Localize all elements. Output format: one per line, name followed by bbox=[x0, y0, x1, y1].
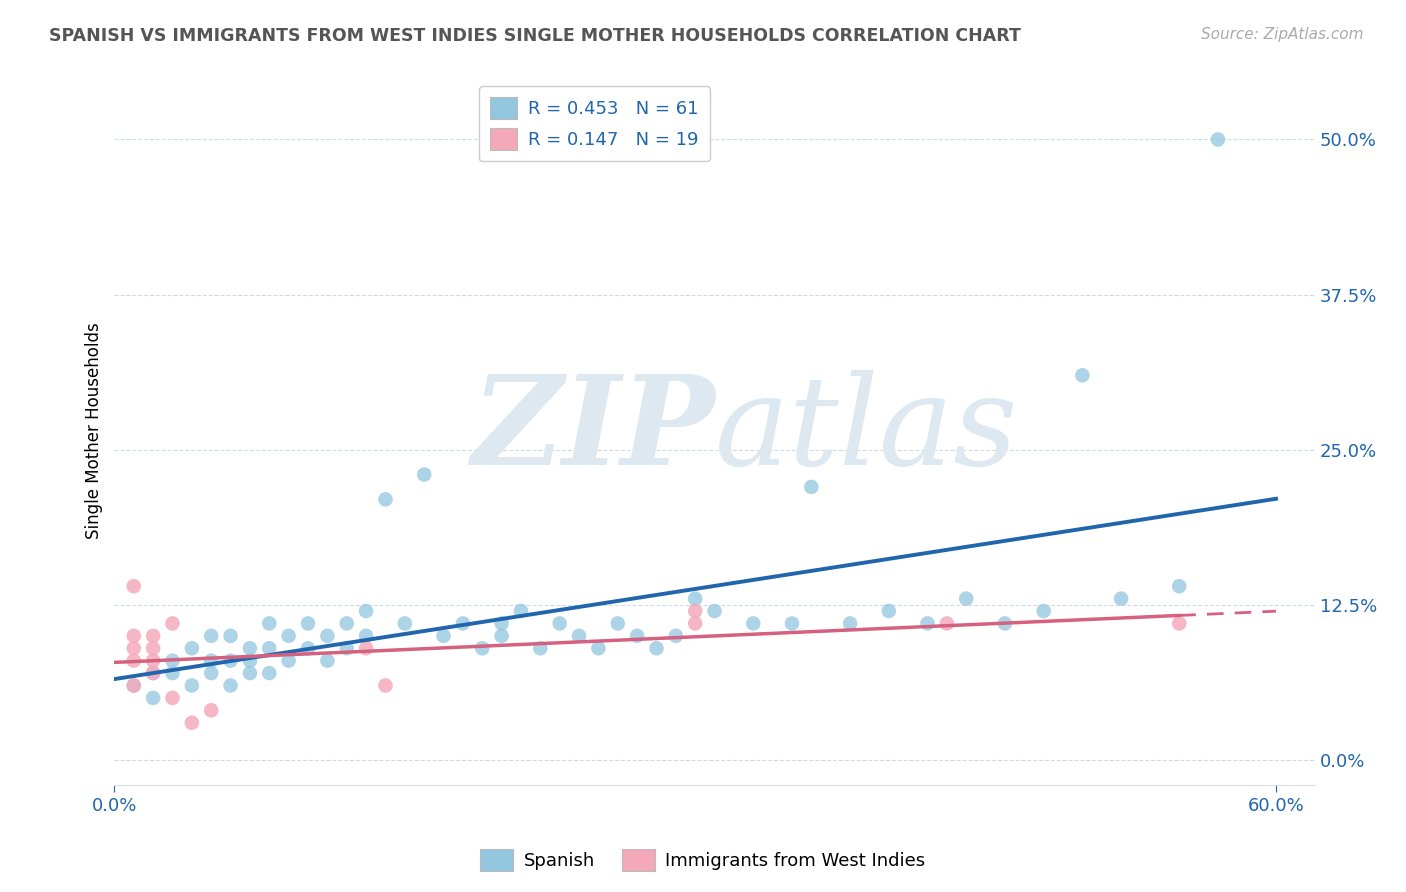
Point bbox=[239, 666, 262, 681]
Point bbox=[200, 629, 222, 643]
Point bbox=[200, 703, 222, 717]
Point bbox=[626, 629, 648, 643]
Legend: Spanish, Immigrants from West Indies: Spanish, Immigrants from West Indies bbox=[474, 842, 932, 879]
Point bbox=[162, 666, 184, 681]
Point bbox=[277, 629, 299, 643]
Point bbox=[354, 629, 377, 643]
Point bbox=[683, 616, 706, 631]
Point bbox=[259, 616, 281, 631]
Point bbox=[162, 690, 184, 705]
Point bbox=[665, 629, 688, 643]
Point bbox=[1206, 132, 1229, 146]
Point bbox=[413, 467, 436, 482]
Point bbox=[471, 641, 494, 656]
Point bbox=[994, 616, 1017, 631]
Point bbox=[142, 641, 165, 656]
Point bbox=[683, 604, 706, 618]
Point bbox=[568, 629, 591, 643]
Point bbox=[374, 492, 396, 507]
Point bbox=[277, 654, 299, 668]
Text: Source: ZipAtlas.com: Source: ZipAtlas.com bbox=[1201, 27, 1364, 42]
Legend: R = 0.453   N = 61, R = 0.147   N = 19: R = 0.453 N = 61, R = 0.147 N = 19 bbox=[479, 87, 710, 161]
Point bbox=[1032, 604, 1054, 618]
Point bbox=[548, 616, 571, 631]
Point bbox=[1168, 616, 1191, 631]
Point bbox=[336, 641, 359, 656]
Point bbox=[394, 616, 416, 631]
Point bbox=[200, 654, 222, 668]
Point bbox=[259, 666, 281, 681]
Text: ZIP: ZIP bbox=[471, 370, 714, 491]
Point bbox=[297, 616, 319, 631]
Point bbox=[780, 616, 803, 631]
Point bbox=[510, 604, 533, 618]
Point bbox=[742, 616, 765, 631]
Point bbox=[491, 616, 513, 631]
Point bbox=[935, 616, 957, 631]
Point bbox=[122, 629, 145, 643]
Point bbox=[219, 629, 242, 643]
Point bbox=[1071, 368, 1094, 383]
Point bbox=[917, 616, 939, 631]
Point bbox=[122, 678, 145, 692]
Point bbox=[354, 641, 377, 656]
Point bbox=[200, 666, 222, 681]
Point bbox=[122, 579, 145, 593]
Point bbox=[219, 654, 242, 668]
Point bbox=[122, 641, 145, 656]
Point bbox=[800, 480, 823, 494]
Point bbox=[955, 591, 977, 606]
Point bbox=[683, 591, 706, 606]
Point bbox=[588, 641, 610, 656]
Point bbox=[316, 654, 339, 668]
Point bbox=[451, 616, 474, 631]
Point bbox=[1168, 579, 1191, 593]
Point bbox=[142, 629, 165, 643]
Point bbox=[606, 616, 628, 631]
Point bbox=[529, 641, 551, 656]
Point bbox=[142, 666, 165, 681]
Point bbox=[219, 678, 242, 692]
Point bbox=[316, 629, 339, 643]
Point bbox=[645, 641, 668, 656]
Point bbox=[297, 641, 319, 656]
Point bbox=[180, 715, 202, 730]
Point bbox=[877, 604, 900, 618]
Y-axis label: Single Mother Households: Single Mother Households bbox=[86, 323, 103, 540]
Point bbox=[239, 641, 262, 656]
Point bbox=[259, 641, 281, 656]
Point bbox=[354, 604, 377, 618]
Text: SPANISH VS IMMIGRANTS FROM WEST INDIES SINGLE MOTHER HOUSEHOLDS CORRELATION CHAR: SPANISH VS IMMIGRANTS FROM WEST INDIES S… bbox=[49, 27, 1021, 45]
Point bbox=[162, 616, 184, 631]
Point bbox=[122, 678, 145, 692]
Point bbox=[491, 629, 513, 643]
Point bbox=[703, 604, 725, 618]
Point bbox=[1109, 591, 1132, 606]
Point bbox=[374, 678, 396, 692]
Point bbox=[839, 616, 862, 631]
Point bbox=[432, 629, 454, 643]
Point bbox=[122, 654, 145, 668]
Point bbox=[142, 666, 165, 681]
Text: atlas: atlas bbox=[714, 370, 1018, 491]
Point bbox=[180, 678, 202, 692]
Point bbox=[142, 690, 165, 705]
Point bbox=[142, 654, 165, 668]
Point bbox=[336, 616, 359, 631]
Point bbox=[162, 654, 184, 668]
Point bbox=[239, 654, 262, 668]
Point bbox=[180, 641, 202, 656]
